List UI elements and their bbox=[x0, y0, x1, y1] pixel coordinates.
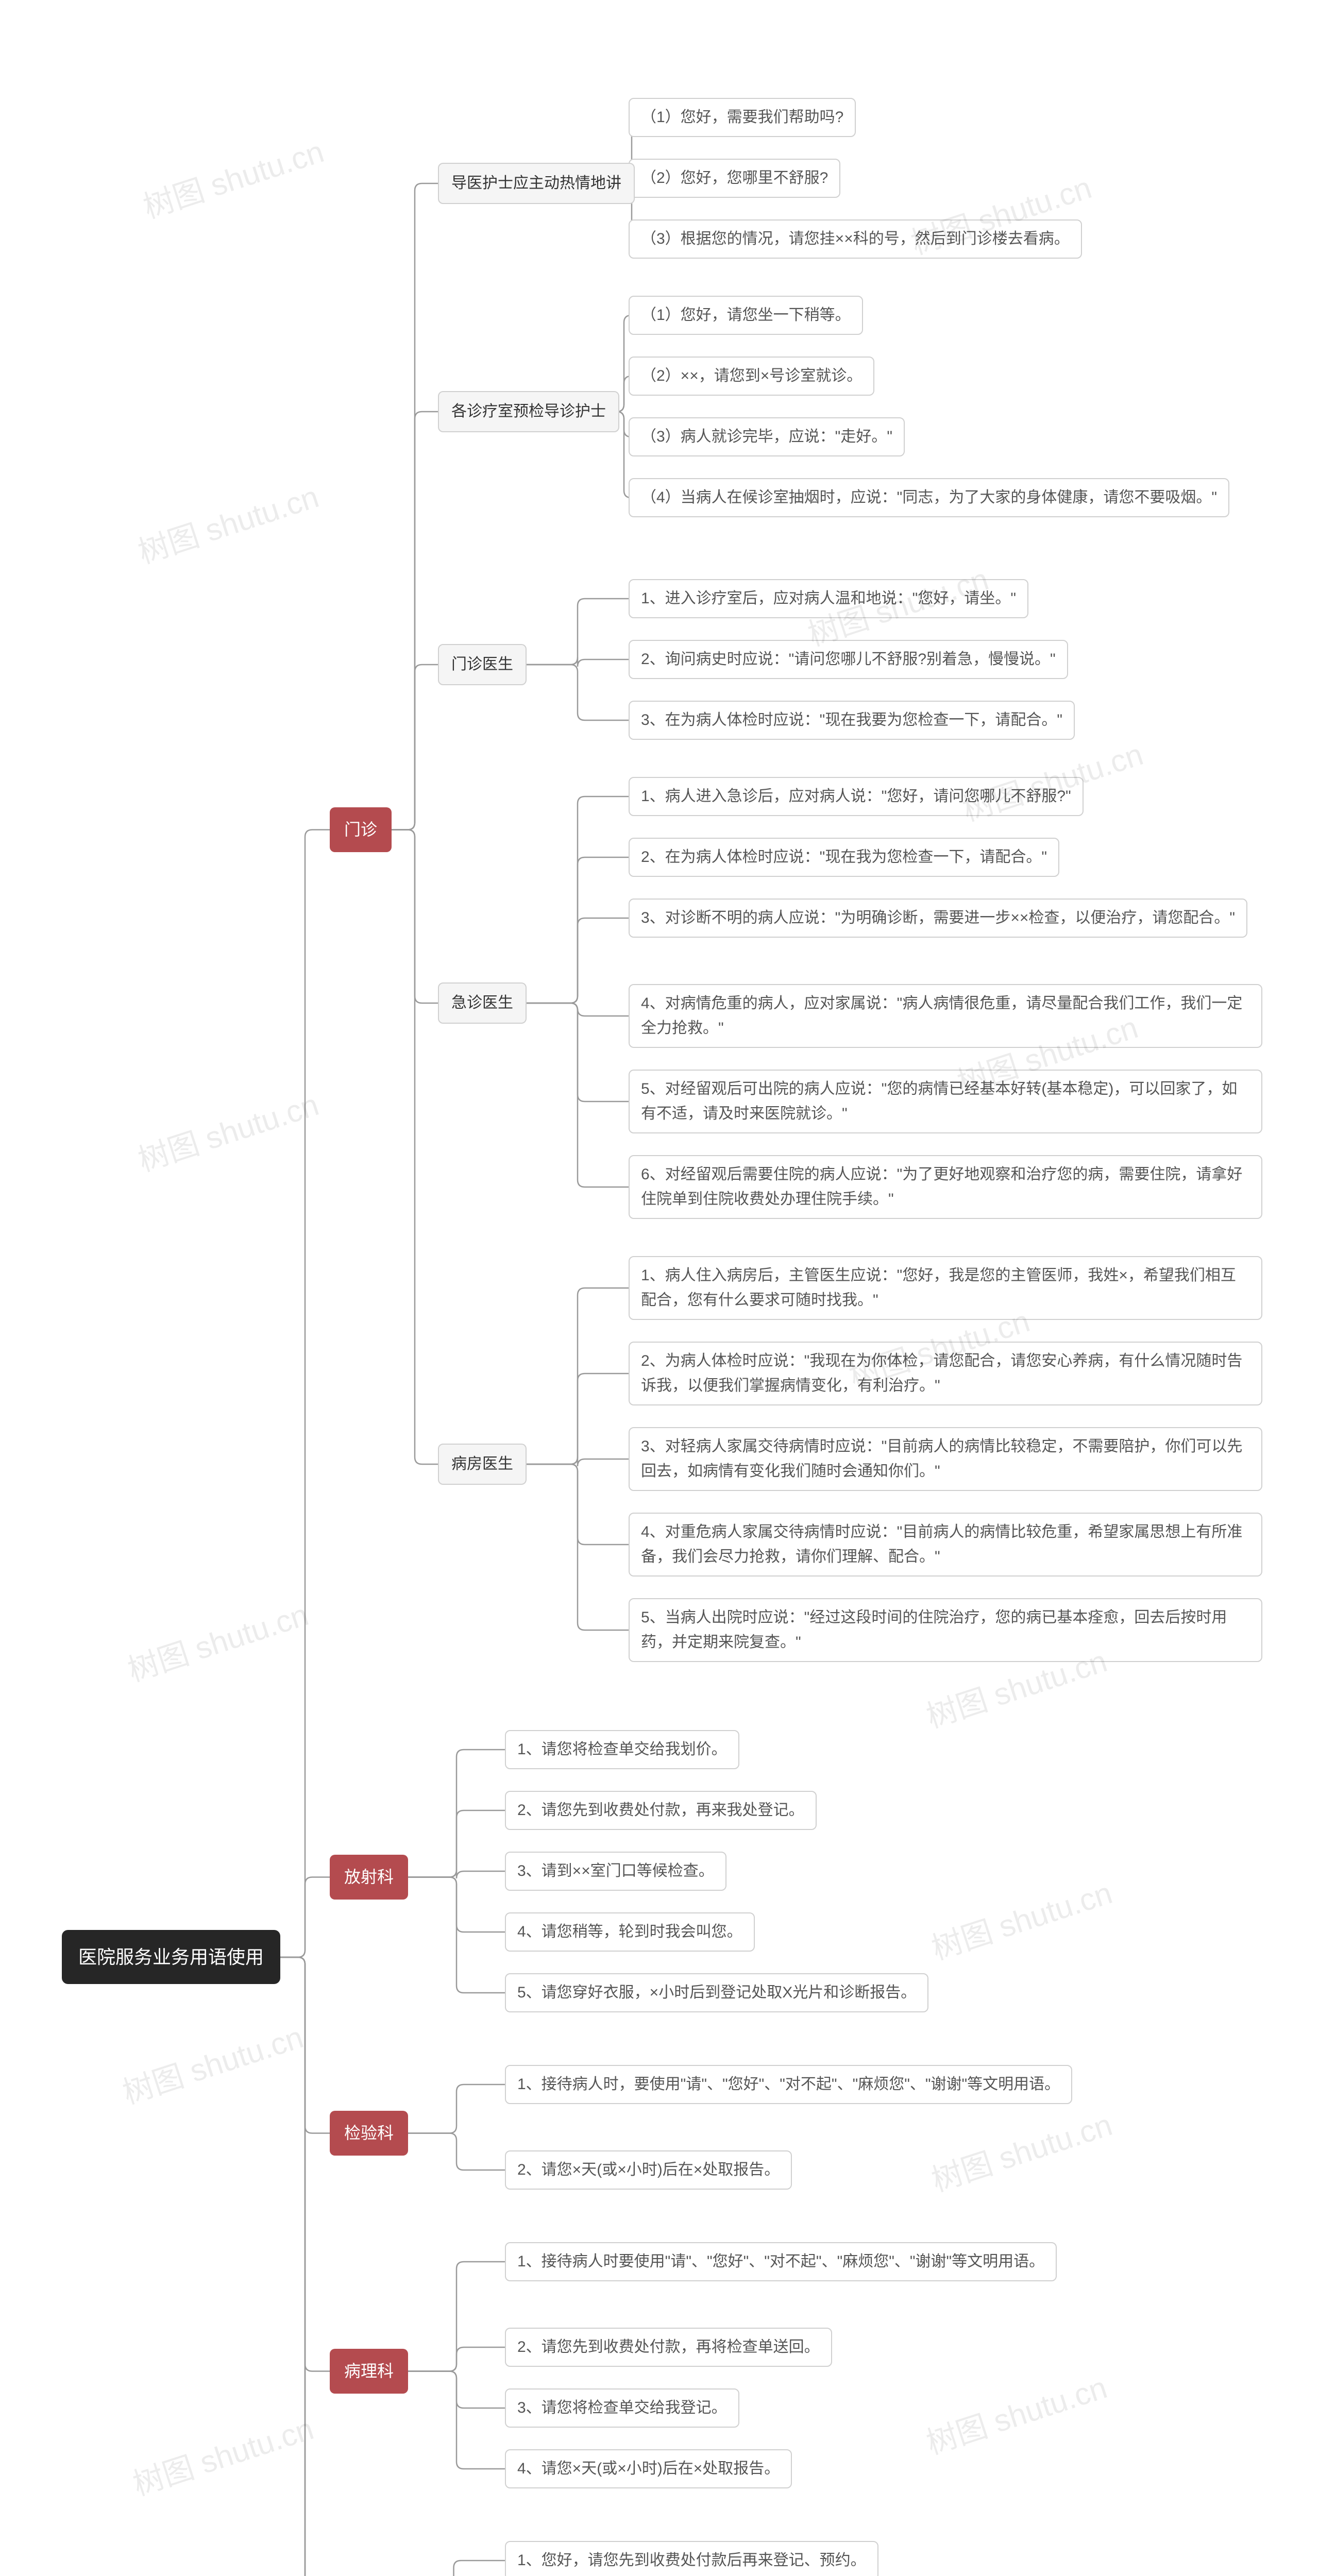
category-node: 门诊 bbox=[330, 807, 392, 852]
watermark: 树图 shutu.cn bbox=[925, 1868, 1117, 1969]
leaf-node: 1、病人进入急诊后，应对病人说："您好，请问您哪儿不舒服?" bbox=[629, 777, 1084, 816]
leaf-node: 6、对经留观后需要住院的病人应说："为了更好地观察和治疗您的病，需要住院，请拿好… bbox=[629, 1155, 1262, 1219]
leaf-node: （4）当病人在候诊室抽烟时，应说："同志，为了大家的身体健康，请您不要吸烟。" bbox=[629, 478, 1229, 517]
sub-node: 急诊医生 bbox=[438, 982, 527, 1024]
root-node: 医院服务业务用语使用 bbox=[62, 1930, 280, 1985]
leaf-node: 4、请您稍等，轮到时我会叫您。 bbox=[505, 1912, 755, 1952]
watermark: 树图 shutu.cn bbox=[131, 472, 324, 572]
leaf-node: 5、当病人出院时应说："经过这段时间的住院治疗，您的病已基本痊愈，回去后按时用药… bbox=[629, 1598, 1262, 1662]
leaf-node: 2、为病人体检时应说："我现在为你体检，请您配合，请您安心养病，有什么情况随时告… bbox=[629, 1342, 1262, 1405]
watermark: 树图 shutu.cn bbox=[925, 2100, 1117, 2200]
leaf-node: 3、请您将检查单交给我登记。 bbox=[505, 2388, 739, 2428]
leaf-node: 2、询问病史时应说："请问您哪儿不舒服?别着急，慢慢说。" bbox=[629, 640, 1068, 679]
category-node: 放射科 bbox=[330, 1855, 408, 1900]
leaf-node: 2、请您先到收费处付款，再将检查单送回。 bbox=[505, 2328, 832, 2367]
mindmap-canvas: 医院服务业务用语使用 （1）您好，需要我们帮助吗? （2）您好，您哪里不舒服? （3）… bbox=[0, 0, 1319, 2576]
leaf-node: （2）××，请您到×号诊室就诊。 bbox=[629, 357, 874, 396]
leaf-node: 1、进入诊疗室后，应对病人温和地说："您好，请坐。" bbox=[629, 579, 1028, 618]
watermark: 树图 shutu.cn bbox=[116, 2012, 308, 2113]
leaf-node: 3、在为病人体检时应说："现在我要为您检查一下，请配合。" bbox=[629, 701, 1075, 740]
leaf-node: 5、对经留观后可出院的病人应说："您的病情已经基本好转(基本稳定)，可以回家了，… bbox=[629, 1070, 1262, 1133]
leaf-node: 2、请您先到收费处付款，再来我处登记。 bbox=[505, 1791, 817, 1830]
category-node: 病理科 bbox=[330, 2349, 408, 2394]
watermark: 树图 shutu.cn bbox=[126, 2404, 318, 2504]
leaf-node: 1、接待病人时要使用"请"、"您好"、"对不起"、"麻烦您"、"谢谢"等文明用语… bbox=[505, 2242, 1057, 2281]
leaf-node: （2）您好，您哪里不舒服? bbox=[629, 159, 840, 198]
leaf-node: 1、接待病人时，要使用"请"、"您好"、"对不起"、"麻烦您"、"谢谢"等文明用… bbox=[505, 2065, 1072, 2104]
leaf-node: 2、请您×天(或×小时)后在×处取报告。 bbox=[505, 2150, 792, 2190]
leaf-node: 3、对轻病人家属交待病情时应说："目前病人的病情比较稳定，不需要陪护，你们可以先… bbox=[629, 1427, 1262, 1491]
watermark: 树图 shutu.cn bbox=[920, 2363, 1112, 2463]
sub-node: 各诊疗室预检导诊护士 bbox=[438, 391, 619, 432]
category-node: 检验科 bbox=[330, 2111, 408, 2156]
leaf-node: 2、在为病人体检时应说："现在我为您检查一下，请配合。" bbox=[629, 838, 1059, 877]
leaf-node: 1、病人住入病房后，主管医生应说："您好，我是您的主管医师，我姓×，希望我们相互… bbox=[629, 1256, 1262, 1320]
leaf-node: 5、请您穿好衣服，×小时后到登记处取X光片和诊断报告。 bbox=[505, 1973, 928, 2012]
leaf-node: 3、请到××室门口等候检查。 bbox=[505, 1852, 726, 1891]
leaf-node: 1、请您将检查单交给我划价。 bbox=[505, 1730, 739, 1769]
leaf-node: 4、请您×天(或×小时)后在×处取报告。 bbox=[505, 2449, 792, 2488]
sub-node: 门诊医生 bbox=[438, 644, 527, 685]
leaf-node: （3）病人就诊完毕，应说："走好。" bbox=[629, 417, 905, 456]
leaf-node: 3、对诊断不明的病人应说："为明确诊断，需要进一步××检查，以便治疗，请您配合。… bbox=[629, 899, 1247, 938]
leaf-node: （1）您好，请您坐一下稍等。 bbox=[629, 296, 863, 335]
sub-node: 导医护士应主动热情地讲 bbox=[438, 163, 635, 204]
leaf-node: 4、对病情危重的病人，应对家属说："病人病情很危重，请尽量配合我们工作，我们一定… bbox=[629, 984, 1262, 1048]
watermark: 树图 shutu.cn bbox=[121, 1590, 313, 1690]
watermark: 树图 shutu.cn bbox=[137, 127, 329, 227]
leaf-node: （3）根据您的情况，请您挂××科的号，然后到门诊楼去看病。 bbox=[629, 219, 1082, 259]
leaf-node: 1、您好，请您先到收费处付款后再来登记、预约。 bbox=[505, 2541, 878, 2576]
sub-node: 病房医生 bbox=[438, 1444, 527, 1485]
watermark: 树图 shutu.cn bbox=[131, 1080, 324, 1180]
leaf-node: 4、对重危病人家属交待病情时应说："目前病人的病情比较危重，希望家属思想上有所准… bbox=[629, 1513, 1262, 1577]
leaf-node: （1）您好，需要我们帮助吗? bbox=[629, 98, 856, 137]
